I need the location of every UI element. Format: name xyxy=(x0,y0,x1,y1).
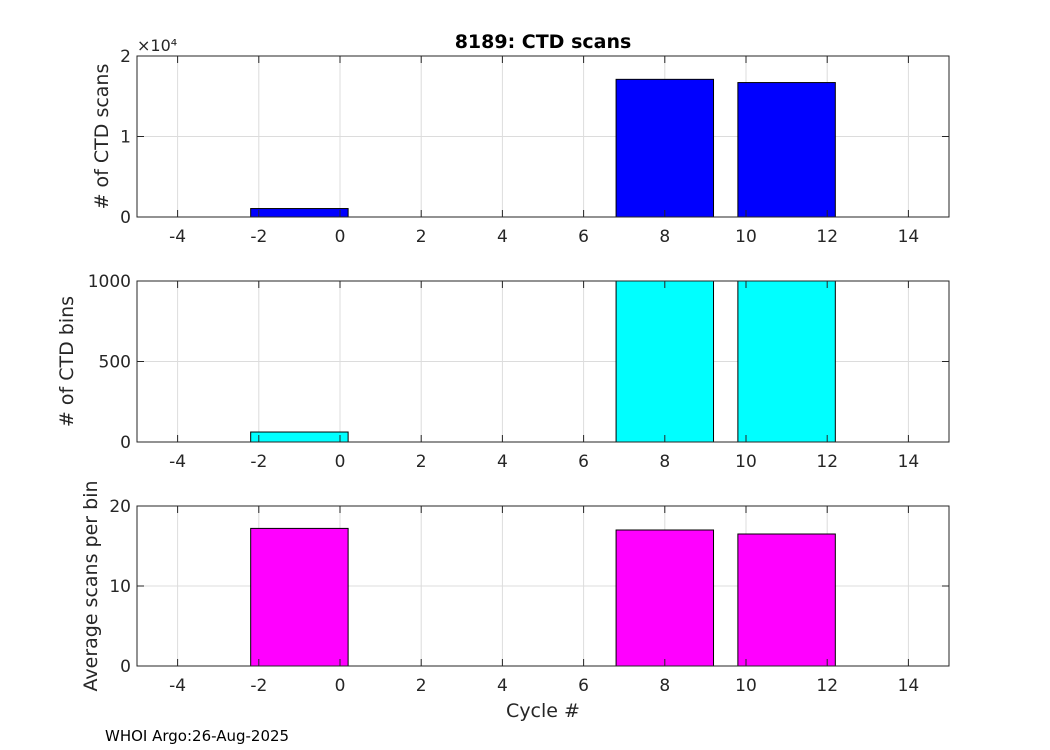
x-tick-label: 2 xyxy=(416,452,427,472)
x-tick-label: 6 xyxy=(578,452,589,472)
x-tick-label: 0 xyxy=(335,452,346,472)
x-tick-label: 0 xyxy=(335,227,346,247)
x-tick-label: 14 xyxy=(898,676,920,696)
x-tick-label: 0 xyxy=(335,676,346,696)
x-tick-label: -2 xyxy=(250,227,267,247)
x-tick-label: 4 xyxy=(497,676,508,696)
bar xyxy=(250,431,349,443)
y-exponent-label: ×10⁴ xyxy=(137,36,177,55)
figure-title: 8189: CTD scans xyxy=(455,31,632,53)
x-tick-label: 10 xyxy=(735,452,757,472)
x-tick-label: 14 xyxy=(898,452,920,472)
bar xyxy=(250,527,349,667)
y-tick-label: 20 xyxy=(109,497,131,517)
y-tick-label: 0 xyxy=(120,657,131,677)
x-tick-label: 10 xyxy=(735,227,757,247)
subplot-2: -4 -2 0 2 4 6 8 10 12 14 0 500 1000 # of CTD bins xyxy=(56,272,950,472)
y-axis-label: # of CTD scans xyxy=(91,64,113,210)
x-tick-label: -4 xyxy=(169,676,186,696)
x-axis-label: Cycle # xyxy=(506,700,580,722)
x-tick-label: 12 xyxy=(816,676,838,696)
subplot-3: -4 -2 0 2 4 6 8 10 12 14 0 10 20 Average scans per bi… xyxy=(80,480,950,696)
bar xyxy=(737,280,836,443)
x-tick-label: 8 xyxy=(659,227,670,247)
x-tick-label: 8 xyxy=(659,452,670,472)
x-tick-label: 8 xyxy=(659,676,670,696)
x-tick-label: -4 xyxy=(169,227,186,247)
y-tick-label: 0 xyxy=(120,208,131,228)
x-tick-label: 6 xyxy=(578,676,589,696)
bar xyxy=(615,280,715,443)
x-tick-label: -2 xyxy=(250,676,267,696)
x-tick-label: 4 xyxy=(497,227,508,247)
x-tick-label: 12 xyxy=(816,227,838,247)
y-axis-label: # of CTD bins xyxy=(56,296,78,427)
bar xyxy=(250,208,349,218)
y-tick-label: 0 xyxy=(120,433,131,453)
bar xyxy=(737,533,836,667)
x-tick-label: -4 xyxy=(169,452,186,472)
y-tick-label: 1 xyxy=(120,128,131,148)
x-tick-label: 14 xyxy=(898,227,920,247)
y-tick-label: 2 xyxy=(120,47,131,67)
bar xyxy=(615,529,715,667)
x-tick-label: 6 xyxy=(578,227,589,247)
x-tick-label: 2 xyxy=(416,227,427,247)
bar xyxy=(615,78,715,218)
footer-stamp: WHOI Argo:26-Aug-2025 xyxy=(105,727,289,745)
x-tick-label: 4 xyxy=(497,452,508,472)
x-tick-label: 12 xyxy=(816,452,838,472)
y-axis-label: Average scans per bin xyxy=(80,480,102,691)
y-tick-label: 10 xyxy=(109,577,131,597)
y-tick-label: 1000 xyxy=(88,272,131,292)
y-tick-label: 500 xyxy=(99,353,131,373)
x-tick-label: -2 xyxy=(250,452,267,472)
x-tick-label: 2 xyxy=(416,676,427,696)
x-tick-label: 10 xyxy=(735,676,757,696)
bar xyxy=(737,82,836,218)
